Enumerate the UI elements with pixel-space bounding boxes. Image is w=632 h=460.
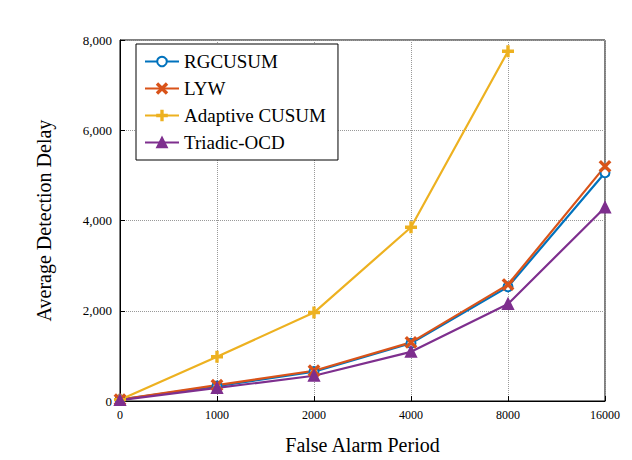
svg-text:0: 0 bbox=[117, 408, 123, 422]
svg-text:2000: 2000 bbox=[302, 408, 326, 422]
svg-text:16000: 16000 bbox=[590, 408, 620, 422]
svg-text:0: 0 bbox=[106, 394, 113, 409]
svg-text:RGCUSUM: RGCUSUM bbox=[184, 51, 278, 72]
svg-text:2,000: 2,000 bbox=[83, 303, 112, 318]
svg-text:8000: 8000 bbox=[496, 408, 520, 422]
svg-text:8,000: 8,000 bbox=[83, 33, 112, 48]
svg-text:False Alarm Period: False Alarm Period bbox=[285, 434, 439, 456]
svg-text:Adaptive CUSUM: Adaptive CUSUM bbox=[184, 105, 326, 126]
svg-text:4000: 4000 bbox=[399, 408, 423, 422]
svg-text:Average Detection Delay: Average Detection Delay bbox=[33, 120, 56, 322]
svg-text:6,000: 6,000 bbox=[83, 123, 112, 138]
svg-text:LYW: LYW bbox=[184, 78, 225, 99]
svg-text:1000: 1000 bbox=[205, 408, 229, 422]
svg-text:4,000: 4,000 bbox=[83, 213, 112, 228]
svg-text:Triadic-OCD: Triadic-OCD bbox=[184, 132, 285, 153]
